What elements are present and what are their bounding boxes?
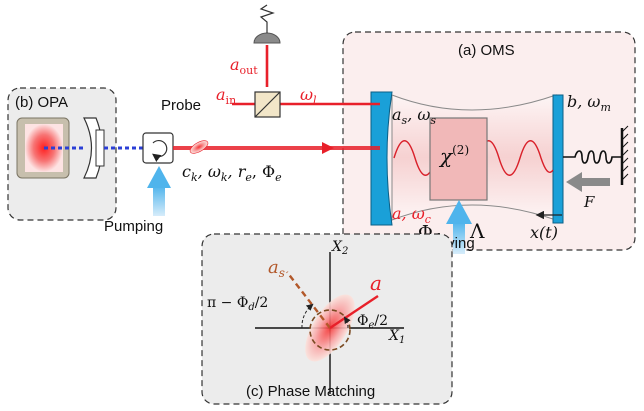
pi-minus-phi-label: π − Φd/2 [207, 295, 268, 313]
opa-panel-title: (b) OPA [15, 94, 68, 111]
squeezed-state-ellipse [189, 140, 209, 154]
mechanical-mode-label: b, ωm [567, 92, 611, 114]
driving-arrow [446, 200, 472, 254]
chi2-label: χ(2) [438, 143, 469, 168]
force-label: F [583, 193, 595, 211]
driving-amplitude-label: Λ [469, 219, 485, 243]
pi-minus-angle-arc [301, 303, 314, 329]
phase-matching-panel: X2 X1 as a π − Φd/2 Φe/2 (c) Phase Match… [201, 233, 453, 405]
x1-axis-label: X1 [388, 328, 405, 346]
pumping-label: Pumping [104, 218, 163, 235]
movable-mirror [552, 94, 564, 224]
pumping-arrow [147, 166, 171, 216]
displacement-label: x(t) [530, 223, 558, 242]
force-arrow [566, 172, 610, 192]
circulator[interactable] [142, 132, 174, 164]
a-out-label: aout [230, 55, 258, 77]
probe-label: Probe [161, 97, 201, 114]
phase-as-label: as [268, 257, 285, 280]
photodetector [253, 32, 281, 44]
opa-panel: (b) OPA [7, 87, 117, 221]
wall-hatching [621, 125, 629, 181]
beam-splitter-diagonal [254, 91, 281, 118]
phi-e-label: Φe/2 [357, 313, 388, 331]
circulator-icon [152, 139, 168, 162]
phase-a-label: a [370, 271, 382, 295]
signal-mode-label: as, ωs [392, 105, 436, 127]
mechanical-spring [563, 150, 622, 164]
a-in-label: ain [216, 85, 236, 107]
oms-panel-title: (a) OMS [458, 42, 515, 59]
squeezed-vacuum-label: ck, ωk, re, Φe [182, 162, 282, 184]
opa-mirror-mount [95, 129, 105, 167]
oms-panel: (a) OMS χ(2) as, ωs a, ωc [342, 31, 636, 251]
cavity-phase-line [329, 295, 379, 329]
omega-l-label: ωl [300, 85, 317, 107]
x2-axis-label: X2 [331, 239, 348, 257]
cavity-mode-label: a, ωc [392, 204, 431, 226]
vacuum-circle [309, 309, 351, 351]
detector-lead [259, 4, 275, 33]
beam-direction-arrow [322, 142, 334, 154]
cavity-input-mirror [370, 91, 393, 226]
phase-panel-title: (c) Phase Matching [246, 383, 375, 400]
signal-phase-line [286, 271, 331, 329]
phi-e-angle-arc [343, 316, 351, 329]
chi2-crystal [429, 117, 488, 201]
